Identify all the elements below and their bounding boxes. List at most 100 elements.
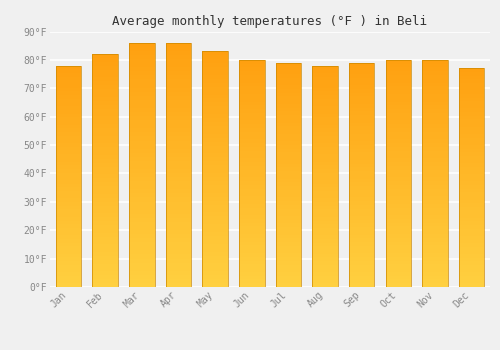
Bar xyxy=(92,112,118,116)
Bar xyxy=(422,276,448,279)
Bar xyxy=(129,43,154,47)
Bar xyxy=(202,134,228,138)
Bar xyxy=(56,243,81,246)
Bar xyxy=(312,213,338,217)
Bar xyxy=(386,147,411,151)
Bar xyxy=(92,272,118,275)
Bar xyxy=(129,242,154,246)
Bar xyxy=(312,246,338,250)
Bar xyxy=(312,250,338,254)
Bar xyxy=(349,216,374,220)
Bar xyxy=(349,190,374,194)
Title: Average monthly temperatures (°F ) in Beli: Average monthly temperatures (°F ) in Be… xyxy=(112,15,428,28)
Bar xyxy=(312,69,338,73)
Bar xyxy=(422,109,448,113)
Bar xyxy=(129,128,154,132)
Bar xyxy=(129,259,154,262)
Bar xyxy=(56,103,81,106)
Bar xyxy=(129,145,154,149)
Bar xyxy=(56,232,81,235)
Bar xyxy=(92,182,118,186)
Bar xyxy=(166,214,191,218)
Bar xyxy=(92,136,118,140)
Bar xyxy=(459,138,484,141)
Bar xyxy=(312,95,338,99)
Bar xyxy=(92,89,118,93)
Bar xyxy=(276,164,301,167)
Bar xyxy=(386,143,411,147)
Bar xyxy=(56,246,81,250)
Bar xyxy=(312,202,338,206)
Bar xyxy=(92,105,118,108)
Bar xyxy=(312,176,338,180)
Bar xyxy=(276,216,301,220)
Bar xyxy=(276,107,301,111)
Bar xyxy=(276,234,301,238)
Bar xyxy=(349,130,374,134)
Bar xyxy=(349,160,374,164)
Bar xyxy=(386,64,411,68)
Bar xyxy=(386,204,411,208)
Bar xyxy=(349,201,374,205)
Bar xyxy=(349,156,374,160)
Bar xyxy=(129,67,154,71)
Bar xyxy=(312,235,338,239)
Bar xyxy=(166,116,191,120)
Bar xyxy=(239,245,264,249)
Bar xyxy=(166,104,191,108)
Bar xyxy=(349,246,374,250)
Bar xyxy=(386,234,411,238)
Bar xyxy=(312,91,338,95)
Bar xyxy=(386,98,411,101)
Bar xyxy=(166,279,191,283)
Bar xyxy=(166,246,191,250)
Bar xyxy=(276,253,301,257)
Bar xyxy=(276,78,301,82)
Bar xyxy=(166,226,191,230)
Bar xyxy=(422,120,448,124)
Bar xyxy=(422,177,448,181)
Bar xyxy=(422,238,448,241)
Bar xyxy=(386,60,411,287)
Bar xyxy=(166,222,191,226)
Bar xyxy=(276,209,301,212)
Bar xyxy=(386,151,411,154)
Bar xyxy=(166,218,191,222)
Bar xyxy=(422,264,448,268)
Bar xyxy=(129,75,154,79)
Bar xyxy=(202,283,228,287)
Bar xyxy=(386,253,411,257)
Bar xyxy=(202,91,228,95)
Bar xyxy=(129,112,154,116)
Bar xyxy=(459,105,484,108)
Bar xyxy=(312,220,338,224)
Bar xyxy=(92,178,118,182)
Bar xyxy=(239,154,264,158)
Bar xyxy=(312,173,338,176)
Bar xyxy=(459,90,484,94)
Bar xyxy=(276,257,301,261)
Bar xyxy=(239,181,264,185)
Bar xyxy=(239,215,264,219)
Bar xyxy=(239,249,264,253)
Bar xyxy=(276,178,301,182)
Bar xyxy=(129,234,154,238)
Bar xyxy=(422,211,448,215)
Bar xyxy=(56,268,81,272)
Bar xyxy=(349,175,374,178)
Bar xyxy=(276,205,301,209)
Bar xyxy=(239,86,264,90)
Bar xyxy=(56,276,81,280)
Bar xyxy=(349,111,374,115)
Bar xyxy=(312,217,338,220)
Bar xyxy=(92,108,118,112)
Bar xyxy=(312,206,338,210)
Bar xyxy=(422,162,448,166)
Bar xyxy=(422,245,448,249)
Bar xyxy=(202,177,228,181)
Bar xyxy=(239,200,264,204)
Bar xyxy=(129,185,154,189)
Bar xyxy=(166,169,191,173)
Bar xyxy=(202,51,228,55)
Bar xyxy=(166,173,191,177)
